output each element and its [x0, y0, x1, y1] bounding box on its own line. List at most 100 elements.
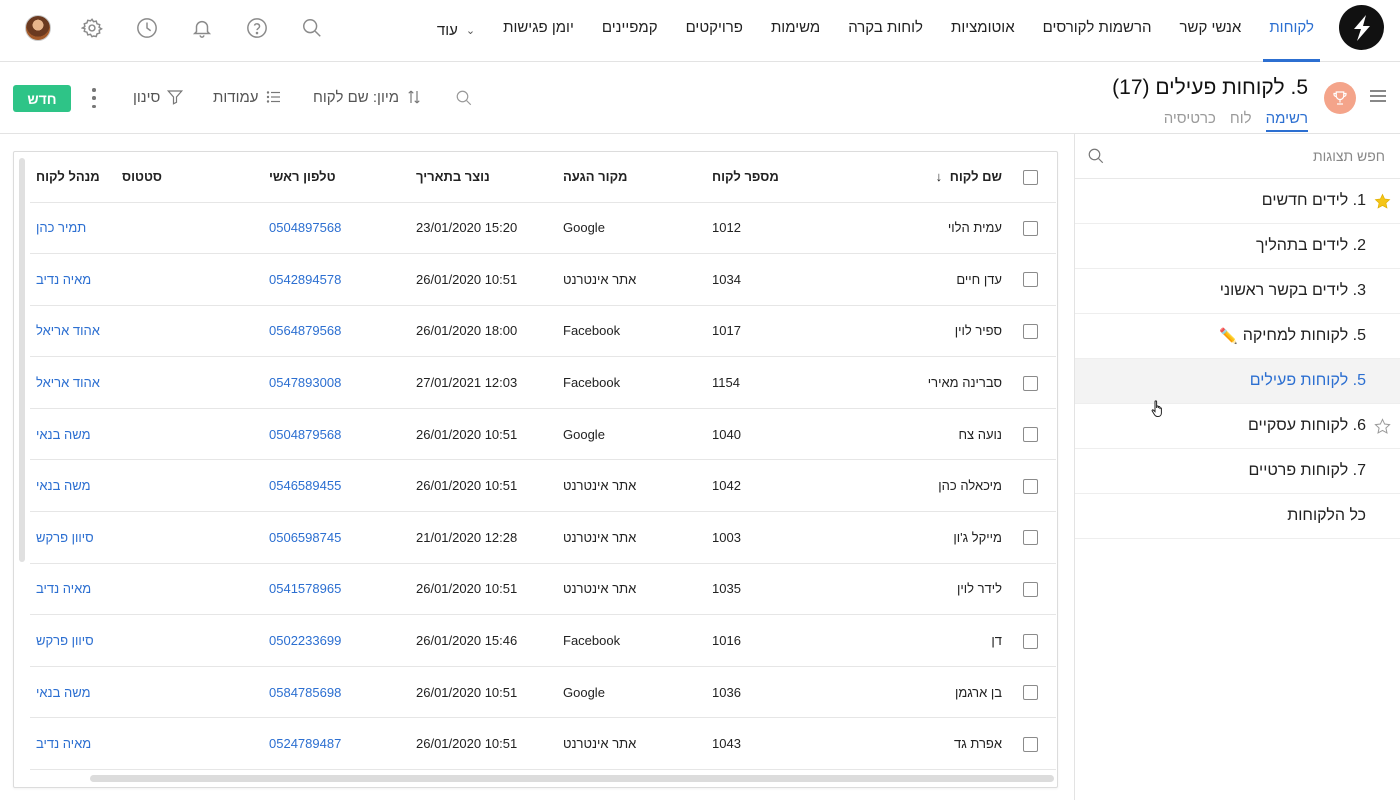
column-header-number[interactable]: מספר לקוח [710, 152, 858, 203]
menu-icon[interactable] [1370, 90, 1386, 102]
column-header-source[interactable]: מקור הגעה [563, 152, 710, 203]
nav-item-contacts[interactable]: אנשי קשר [1179, 19, 1242, 36]
cell-account-manager-link[interactable]: משה בנאי [36, 426, 91, 442]
row-checkbox[interactable] [1022, 478, 1038, 494]
select-all-checkbox[interactable] [1022, 169, 1038, 185]
nav-item-course-registrations[interactable]: הרשמות לקורסים [1042, 19, 1152, 36]
table-row[interactable]: אפרת גד 1043 אתר אינטרנט 10:51 26/01/2020 05… [30, 717, 1056, 771]
sidebar-item-business-customers[interactable]: 6. לקוחות עסקיים [1075, 404, 1400, 449]
cell-phone-link[interactable]: 0547893008 [269, 375, 342, 391]
column-header-status[interactable]: סטטוס [122, 152, 269, 203]
row-checkbox[interactable] [1022, 685, 1038, 701]
app-logo[interactable] [1339, 5, 1384, 50]
row-checkbox[interactable] [1022, 633, 1038, 649]
columns-button[interactable]: עמודות [213, 88, 283, 106]
avatar[interactable] [25, 15, 51, 41]
cell-account-manager-link[interactable]: אהוד אריאל [36, 375, 100, 391]
cell-phone-link[interactable]: 0504879568 [269, 426, 342, 442]
vertical-scrollbar[interactable] [19, 158, 25, 562]
table-row[interactable]: נועה צח 1040 Google 10:51 26/01/2020 0504879… [30, 408, 1056, 461]
filter-icon [167, 90, 184, 105]
table-search-icon[interactable] [455, 89, 473, 112]
sidebar-item-new-leads[interactable]: 1. לידים חדשים [1075, 179, 1400, 224]
table-row[interactable]: ספיר לוין 1017 Facebook 18:00 26/01/2020 056… [30, 305, 1056, 358]
table-row[interactable]: עמית הלוי 1012 Google 15:20 23/01/2020 05048… [30, 202, 1056, 255]
cell-phone-link[interactable]: 0564879568 [269, 323, 342, 339]
search-icon[interactable] [1087, 147, 1105, 170]
nav-item-meetings-calendar[interactable]: יומן פגישות [503, 19, 574, 36]
cell-account-manager-link[interactable]: סיוון פרקש [36, 633, 94, 649]
bell-icon[interactable] [190, 16, 214, 40]
cell-phone-link[interactable]: 0506598745 [269, 529, 342, 545]
table-row[interactable]: דן 1016 Facebook 15:46 26/01/2020 0502233699… [30, 614, 1056, 667]
table-row[interactable]: מייקל ג'ון 1003 אתר אינטרנט 12:28 21/01/202… [30, 511, 1056, 564]
cell-phone-link[interactable]: 0542894578 [269, 271, 342, 287]
row-checkbox[interactable] [1022, 530, 1038, 546]
cell-phone-link[interactable]: 0546589455 [269, 478, 342, 494]
table-row[interactable]: עדן חיים 1034 אתר אינטרנט 10:51 26/01/2020 0… [30, 253, 1056, 306]
cell-account-manager-link[interactable]: מאיה נדיב [36, 271, 92, 287]
nav-item-customers[interactable]: לקוחות [1255, 0, 1328, 62]
cell-account-manager-link[interactable]: משה בנאי [36, 684, 91, 700]
row-checkbox[interactable] [1022, 736, 1038, 752]
cell-account-manager-link[interactable]: תמיר כהן [36, 220, 87, 236]
horizontal-scrollbar[interactable] [90, 775, 1054, 782]
nav-item-projects[interactable]: פרויקטים [685, 19, 743, 36]
views-search-input[interactable] [1115, 144, 1385, 168]
cell-account-manager-link[interactable]: סיוון פרקש [36, 529, 94, 545]
cell-account-manager-link[interactable]: מאיה נדיב [36, 581, 92, 597]
cell-phone-link[interactable]: 0502233699 [269, 633, 342, 649]
star-filled-icon[interactable] [1372, 193, 1392, 210]
nav-item-automations[interactable]: אוטומציות [950, 19, 1015, 36]
sidebar-item-active-customers[interactable]: 5. לקוחות פעילים [1075, 359, 1400, 404]
sidebar-item-all-customers[interactable]: כל הלקוחות [1075, 494, 1400, 539]
table-row[interactable]: בן ארגמן 1036 Google 10:51 26/01/2020 058478… [30, 666, 1056, 719]
table-row[interactable]: מיכאלה כהן 1042 אתר אינטרנט 10:51 26/01/202… [30, 459, 1056, 513]
cell-account-manager-link[interactable]: אהוד אריאל [36, 323, 100, 339]
row-checkbox[interactable] [1022, 427, 1038, 443]
new-record-button[interactable]: חדש [13, 85, 71, 112]
nav-item-tasks[interactable]: משימות [770, 19, 821, 36]
cell-account-manager-link[interactable]: משה בנאי [36, 478, 91, 494]
sidebar-item-leads-first-contact[interactable]: 3. לידים בקשר ראשוני [1075, 269, 1400, 314]
table-row[interactable]: לידר לוין 1035 אתר אינטרנט 10:51 26/01/2020… [30, 563, 1056, 616]
cell-source: אתר אינטרנט [563, 717, 710, 771]
row-checkbox[interactable] [1022, 375, 1038, 391]
more-options-icon[interactable] [90, 88, 98, 108]
filter-button[interactable]: סינון [133, 88, 184, 106]
cell-phone-link[interactable]: 0541578965 [269, 581, 342, 597]
nav-more-menu[interactable]: עוד ⌄ [423, 0, 489, 61]
gear-icon[interactable] [80, 16, 104, 40]
search-icon[interactable] [300, 16, 324, 40]
cell-phone-link[interactable]: 0504897568 [269, 220, 342, 236]
column-header-created[interactable]: נוצר בתאריך [416, 152, 563, 203]
cell-customer-name: עדן חיים [858, 253, 1008, 306]
nav-item-dashboards[interactable]: לוחות בקרה [848, 19, 923, 36]
column-header-phone[interactable]: טלפון ראשי [269, 152, 416, 203]
table-row[interactable]: סברינה מאירי 1154 Facebook 12:03 27/01/2021… [30, 356, 1056, 409]
sort-button[interactable]: מיון: שם לקוח [313, 88, 423, 106]
row-checkbox[interactable] [1022, 220, 1038, 236]
row-checkbox[interactable] [1022, 324, 1038, 340]
tab-list[interactable]: רשימה [1265, 110, 1309, 132]
column-header-manager[interactable]: מנהל לקוח [30, 152, 122, 203]
column-header-name[interactable]: שם לקוח ↓ [858, 152, 1008, 203]
nav-item-campaigns[interactable]: קמפיינים [601, 19, 658, 36]
sidebar-item-leads-in-progress[interactable]: 2. לידים בתהליך [1075, 224, 1400, 269]
tab-board[interactable]: לוח [1229, 110, 1252, 127]
row-checkbox[interactable] [1022, 581, 1038, 597]
help-icon[interactable] [245, 16, 269, 40]
header-checkbox-cell [1008, 152, 1056, 203]
cell-account-manager-link[interactable]: מאיה נדיב [36, 736, 92, 752]
sidebar-item-customers-to-delete[interactable]: 5. לקוחות למחיקה ✏️ [1075, 314, 1400, 359]
star-outline-icon[interactable] [1372, 417, 1392, 435]
customers-table-card: שם לקוח ↓ מספר לקוח מקור הגעה נוצר בתארי… [13, 151, 1058, 788]
row-checkbox-cell [1008, 253, 1056, 306]
cell-phone-link[interactable]: 0524789487 [269, 736, 342, 752]
sidebar-item-private-customers[interactable]: 7. לקוחות פרטיים [1075, 449, 1400, 494]
tab-card[interactable]: כרטיסיה [1163, 110, 1216, 127]
clock-icon[interactable] [135, 16, 159, 40]
row-checkbox[interactable] [1022, 272, 1038, 288]
cell-customer-number: 1036 [710, 666, 858, 719]
cell-phone-link[interactable]: 0584785698 [269, 684, 342, 700]
